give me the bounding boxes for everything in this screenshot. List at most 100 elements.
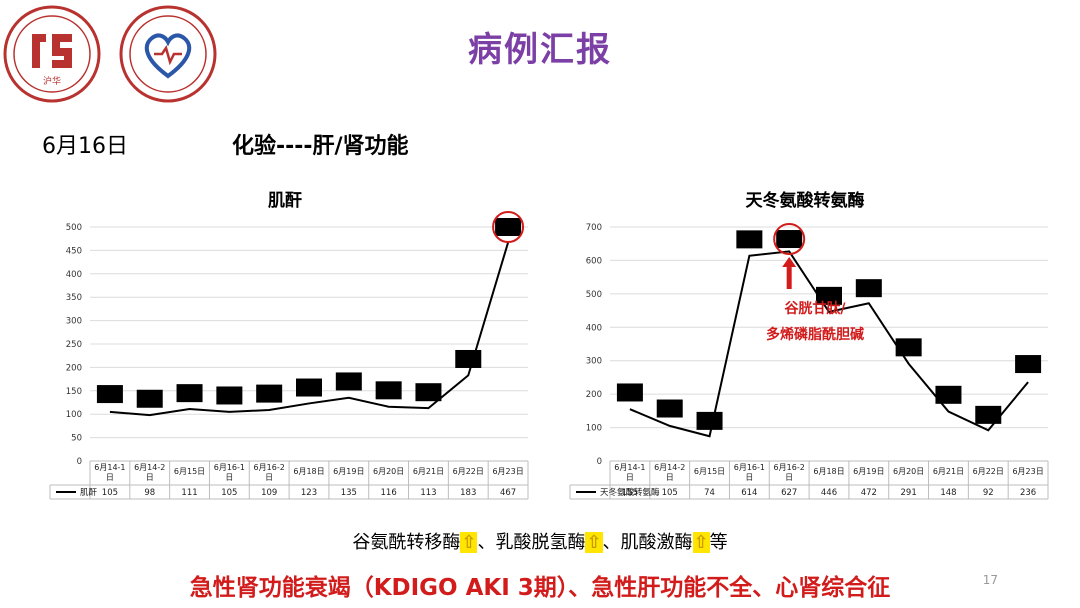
table-value: 111 bbox=[181, 488, 197, 498]
x-tick-label: 日 bbox=[666, 473, 674, 482]
x-tick-label: 日 bbox=[225, 473, 233, 482]
page-number: 17 bbox=[982, 573, 998, 587]
y-tick-label: 700 bbox=[586, 223, 602, 233]
data-label-box bbox=[335, 372, 362, 391]
x-tick-label: 6月20日 bbox=[893, 467, 924, 476]
table-value: 105 bbox=[662, 488, 678, 498]
data-label-box bbox=[455, 349, 482, 368]
data-label-box bbox=[1015, 355, 1042, 374]
x-tick-label: 6月18日 bbox=[813, 467, 844, 476]
arrow-shaft bbox=[786, 267, 792, 290]
x-tick-label: 6月18日 bbox=[293, 467, 324, 476]
table-value: 614 bbox=[741, 488, 757, 498]
y-tick-label: 250 bbox=[66, 340, 82, 350]
x-tick-label: 6月23日 bbox=[492, 467, 523, 476]
enzyme-item-ldh: 乳酸脱氢酶 bbox=[495, 532, 586, 553]
data-label-box bbox=[96, 385, 123, 404]
y-tick-label: 300 bbox=[66, 317, 82, 327]
up-arrow-icon: ⇧ bbox=[460, 532, 478, 553]
y-tick-label: 600 bbox=[586, 256, 602, 266]
x-tick-label: 6月14-1 bbox=[94, 463, 125, 472]
table-value: 472 bbox=[861, 488, 877, 498]
highlight-circle bbox=[492, 211, 525, 243]
x-tick-label: 6月21日 bbox=[413, 467, 444, 476]
cardiology-heart-seal-icon bbox=[144, 33, 192, 79]
date-label: 6月16日 bbox=[42, 134, 128, 159]
x-tick-label: 6月14-2 bbox=[654, 463, 685, 472]
data-label-box bbox=[176, 384, 203, 403]
legend-label: 肌酐 bbox=[80, 488, 98, 498]
chart-title-ast: 天冬氨酸转氨酶 bbox=[745, 191, 865, 211]
table-value: 148 bbox=[940, 488, 956, 498]
table-value: 627 bbox=[781, 488, 797, 498]
x-tick-label: 日 bbox=[785, 473, 793, 482]
hospital-seal-logo: 沪华 bbox=[3, 5, 101, 103]
y-tick-label: 200 bbox=[586, 390, 602, 400]
y-tick-label: 500 bbox=[66, 223, 82, 233]
x-tick-label: 6月15日 bbox=[174, 467, 205, 476]
legend-label: 天冬氨酸转氨酶 bbox=[600, 487, 660, 498]
x-tick-label: 6月16-2 bbox=[254, 463, 285, 472]
table-value: 291 bbox=[901, 488, 917, 498]
x-tick-label: 6月21日 bbox=[933, 467, 964, 476]
x-tick-label: 6月22日 bbox=[973, 467, 1004, 476]
enzyme-separator: 、 bbox=[602, 532, 621, 553]
series-line bbox=[109, 242, 510, 417]
red-up-arrow-icon bbox=[782, 257, 797, 290]
enzyme-item-ggt: 谷氨酰转移酶 bbox=[352, 532, 461, 553]
y-tick-label: 300 bbox=[586, 357, 602, 367]
table-value: 113 bbox=[420, 488, 436, 498]
x-tick-label: 6月16-1 bbox=[214, 463, 245, 472]
ast-chart: 01002003004005006007006月14-1日6月14-2日6月15… bbox=[569, 223, 1049, 500]
table-value: 123 bbox=[301, 488, 317, 498]
chart-title-creatinine: 肌酐 bbox=[268, 191, 302, 211]
y-tick-label: 150 bbox=[66, 387, 82, 397]
x-tick-label: 6月16-1 bbox=[734, 463, 765, 472]
table-value: 183 bbox=[460, 488, 476, 498]
x-tick-label: 6月19日 bbox=[333, 467, 364, 476]
table-value: 74 bbox=[704, 488, 715, 498]
data-label-box bbox=[216, 386, 243, 405]
x-tick-label: 日 bbox=[626, 473, 634, 482]
enzyme-item-ck: 肌酸激酶 bbox=[620, 532, 693, 553]
data-label-box bbox=[616, 383, 643, 402]
data-label-box bbox=[696, 411, 723, 430]
table-value: 236 bbox=[1020, 488, 1036, 498]
data-label-box bbox=[816, 286, 842, 305]
data-label-box bbox=[256, 384, 283, 403]
cardiology-seal-logo bbox=[119, 5, 217, 103]
up-arrow-icon: ⇧ bbox=[692, 532, 710, 553]
y-tick-label: 450 bbox=[66, 246, 82, 256]
data-label-box bbox=[736, 230, 763, 249]
x-tick-label: 6月19日 bbox=[853, 467, 884, 476]
x-tick-label: 6月14-1 bbox=[614, 463, 645, 472]
up-arrow-icon: ⇧ bbox=[585, 532, 603, 553]
enzyme-summary: 谷氨酰转移酶⇧、乳酸脱氢酶⇧、肌酸激酶⇧等 bbox=[0, 528, 1080, 554]
y-tick-label: 500 bbox=[586, 290, 602, 300]
table-value: 467 bbox=[500, 488, 516, 498]
x-tick-label: 6月20日 bbox=[373, 467, 404, 476]
table-value: 105 bbox=[102, 488, 118, 498]
table-value: 135 bbox=[341, 488, 357, 498]
enzyme-suffix: 等 bbox=[709, 532, 728, 553]
x-tick-label: 6月15日 bbox=[694, 467, 725, 476]
x-tick-label: 日 bbox=[745, 473, 753, 482]
data-label-box bbox=[495, 218, 522, 236]
data-label-box bbox=[895, 338, 922, 357]
y-tick-label: 350 bbox=[66, 293, 82, 303]
table-value: 98 bbox=[144, 488, 155, 498]
x-tick-label: 日 bbox=[146, 473, 154, 482]
x-tick-label: 6月23日 bbox=[1012, 467, 1043, 476]
highlight-circle bbox=[773, 223, 806, 256]
enzyme-separator: 、 bbox=[477, 532, 496, 553]
y-tick-label: 0 bbox=[597, 457, 602, 467]
data-label-box bbox=[855, 279, 882, 298]
treatment-annotation: 谷胱甘肽/ 多烯磷脂酰胆碱 bbox=[750, 296, 880, 348]
y-tick-label: 200 bbox=[66, 363, 82, 373]
y-tick-label: 100 bbox=[586, 424, 602, 434]
table-value: 105 bbox=[221, 488, 237, 498]
data-label-box bbox=[375, 381, 402, 400]
table-value: 116 bbox=[381, 488, 397, 498]
creatinine-chart: 0501001502002503003504004505006月14-1日6月1… bbox=[49, 211, 529, 500]
data-label-box bbox=[296, 378, 322, 397]
